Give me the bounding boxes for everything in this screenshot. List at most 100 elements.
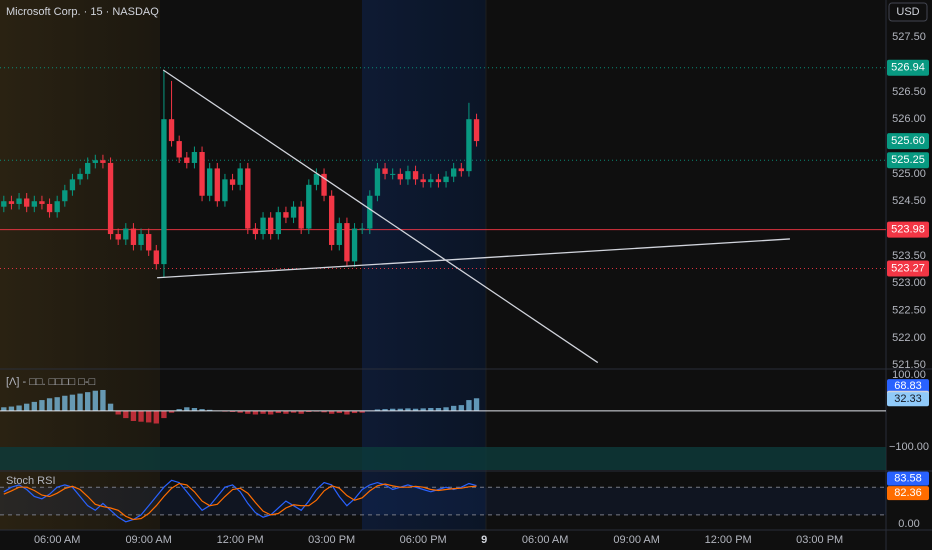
- level-label: 32.33: [894, 393, 922, 405]
- candle-body: [69, 179, 76, 191]
- price-label: 523.27: [891, 262, 925, 274]
- histogram-bar: [298, 410, 304, 414]
- trendline: [162, 69, 599, 364]
- y-tick-label: −100.00: [889, 441, 929, 453]
- candle-body: [283, 212, 289, 218]
- currency-button[interactable]: [888, 2, 928, 22]
- histogram-bar: [420, 408, 426, 411]
- y-tick-label: 524.50: [892, 195, 926, 207]
- histogram-bar: [390, 408, 396, 411]
- candle-body: [16, 198, 22, 204]
- y-tick-label: 526.00: [892, 113, 926, 125]
- y-tick-label: 521.50: [892, 359, 926, 371]
- histogram-bar: [336, 410, 342, 414]
- histogram-bar: [229, 410, 236, 412]
- candle-body: [8, 201, 15, 204]
- candle-body: [46, 203, 53, 213]
- candle-body: [382, 168, 388, 174]
- histogram-bar: [16, 405, 22, 411]
- price-label: 525.25: [891, 154, 925, 166]
- histogram-bar: [374, 409, 381, 411]
- histogram-bar: [8, 406, 15, 411]
- candle-body: [146, 234, 152, 251]
- histogram-bar: [138, 410, 144, 422]
- trendline: [157, 238, 790, 279]
- candle-body: [344, 223, 350, 262]
- x-tick-label: 12:00 PM: [217, 534, 264, 546]
- histogram-bar: [130, 410, 137, 421]
- histogram-bar: [191, 408, 198, 411]
- stoch-band: [0, 487, 886, 515]
- histogram-bar: [39, 400, 45, 411]
- histogram-bar: [146, 410, 152, 423]
- histogram-bar: [100, 389, 106, 411]
- stoch-label-bg: [887, 471, 929, 486]
- candle-body: [207, 168, 213, 196]
- candle-body: [31, 201, 37, 207]
- histogram-bar: [283, 410, 289, 414]
- x-tick-label: 12:00 PM: [705, 534, 752, 546]
- candle-body: [390, 173, 396, 175]
- candle-body: [268, 217, 274, 235]
- histogram-bar: [24, 403, 30, 411]
- price-label: 525.60: [891, 135, 925, 147]
- candle-body: [336, 223, 342, 245]
- price-label-bg: [887, 59, 929, 76]
- histogram-bar: [397, 408, 403, 411]
- candle-body: [176, 141, 182, 158]
- candle-body: [153, 250, 159, 265]
- histogram-bar: [199, 409, 205, 411]
- y-tick-label: 527.50: [892, 31, 926, 43]
- histogram-bar: [54, 397, 60, 411]
- candle-body: [367, 195, 373, 229]
- y-tick-label: 522.00: [892, 332, 926, 344]
- x-tick-label: 06:00 AM: [522, 534, 568, 546]
- candle-body: [24, 198, 30, 207]
- histogram-bar: [275, 410, 281, 414]
- histogram-bar: [153, 410, 159, 424]
- stoch-line: [3, 482, 477, 521]
- stoch-line: [3, 479, 477, 523]
- candle-body: [229, 179, 236, 185]
- stoch-label: 83.58: [894, 472, 922, 484]
- candle-body: [115, 234, 121, 240]
- histogram-bar: [31, 401, 37, 411]
- y-tick-label: 526.50: [892, 86, 926, 98]
- histogram-bar: [184, 407, 190, 411]
- histogram-bar: [62, 395, 68, 411]
- candle-body: [138, 234, 144, 245]
- x-tick-label: 09:00 AM: [613, 534, 659, 546]
- y-tick-label: 525.00: [892, 168, 926, 180]
- histogram-bar: [451, 405, 457, 411]
- candle-body: [260, 217, 266, 235]
- level-label: 68.83: [894, 380, 922, 392]
- histogram-bar: [107, 403, 114, 411]
- stoch-label: 82.36: [894, 487, 922, 499]
- symbol-title: Microsoft Corp. · 15 · NASDAQ: [6, 6, 159, 18]
- candle-body: [420, 179, 426, 183]
- y-tick-label: 0.00: [898, 518, 919, 530]
- histogram-bar: [252, 410, 259, 415]
- candle-body: [252, 228, 259, 235]
- candle-body: [245, 168, 251, 229]
- candle-body: [77, 173, 83, 180]
- histogram-bar: [329, 410, 335, 414]
- candle-body: [313, 173, 320, 185]
- postmarket-shade: [362, 0, 486, 530]
- candle-body: [275, 212, 281, 235]
- candle-body: [85, 162, 91, 174]
- histogram-bar: [245, 410, 251, 414]
- price-label: 526.94: [891, 62, 925, 74]
- histogram-bar: [260, 410, 266, 414]
- histogram-bar: [466, 400, 472, 411]
- histogram-bar: [46, 398, 53, 411]
- histogram-bar: [290, 410, 297, 413]
- candle-body: [458, 168, 464, 172]
- currency-label[interactable]: USD: [896, 6, 919, 18]
- histogram-bar: [435, 408, 442, 411]
- candle-body: [191, 152, 198, 163]
- histogram-bar: [69, 394, 76, 411]
- x-tick-label: 03:00 PM: [308, 534, 355, 546]
